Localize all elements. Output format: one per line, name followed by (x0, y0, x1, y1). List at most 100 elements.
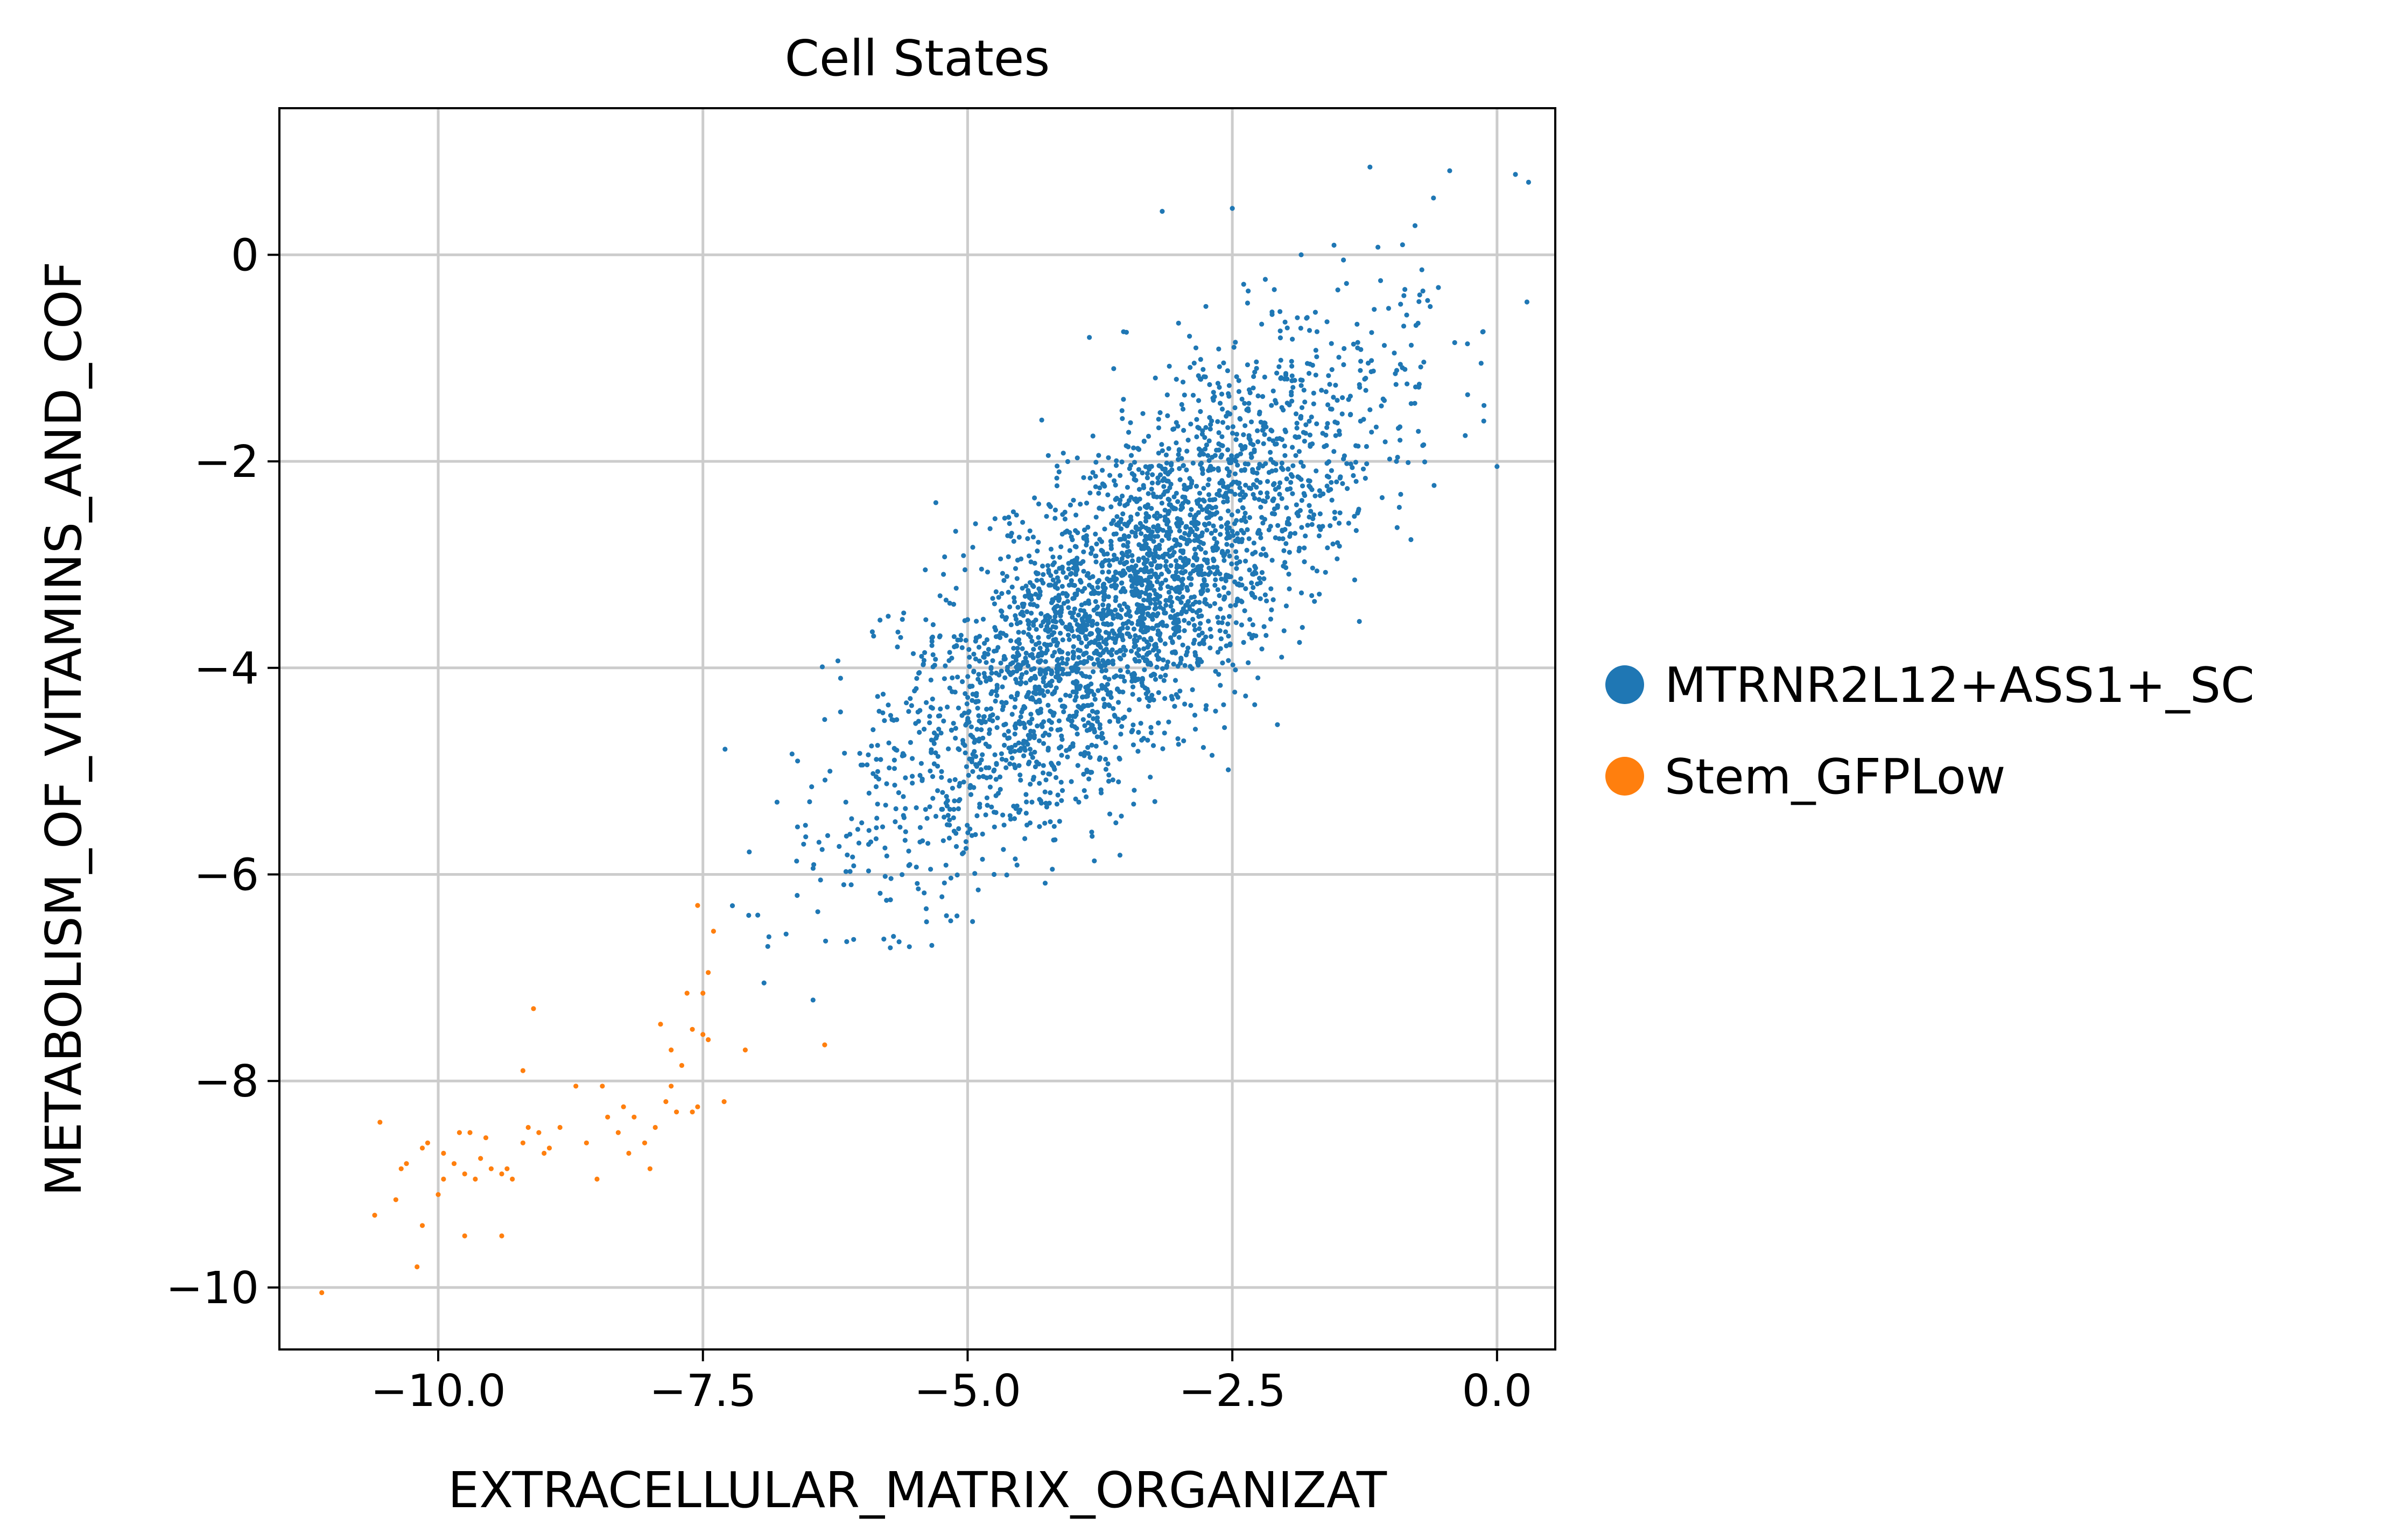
data-point (1145, 737, 1150, 743)
data-point (1314, 568, 1319, 574)
data-point (1354, 321, 1360, 327)
data-point (972, 737, 978, 743)
data-point (1084, 794, 1089, 799)
data-point (1351, 341, 1356, 347)
data-point (1134, 581, 1140, 587)
data-point (1050, 597, 1055, 602)
data-point (1078, 502, 1083, 507)
data-point (1214, 565, 1220, 570)
data-point (1207, 645, 1213, 651)
data-point (1056, 718, 1062, 723)
data-point (984, 775, 989, 780)
data-point (1363, 475, 1368, 481)
data-point (1057, 566, 1062, 571)
data-point (1011, 645, 1016, 651)
data-point (1154, 527, 1160, 532)
data-point (1097, 485, 1103, 491)
y-tick-label: −10 (166, 1263, 259, 1314)
data-point (909, 703, 914, 708)
data-point (1314, 354, 1319, 360)
data-point (1166, 536, 1171, 542)
data-point (1036, 501, 1042, 507)
data-point (1358, 418, 1363, 424)
data-point (1144, 652, 1149, 657)
data-point (914, 805, 919, 811)
data-point (1233, 437, 1239, 442)
data-point (1431, 483, 1437, 488)
data-point (1272, 287, 1277, 292)
data-point (1041, 676, 1046, 681)
data-point (929, 638, 935, 644)
data-point (882, 718, 887, 723)
data-point (1083, 685, 1089, 690)
data-point (921, 658, 926, 663)
data-point (1422, 459, 1428, 465)
data-point (875, 801, 880, 807)
data-point (1001, 578, 1007, 583)
data-point (1018, 714, 1023, 720)
data-point (978, 767, 984, 772)
data-point (1344, 281, 1349, 286)
data-point (1038, 800, 1044, 806)
data-point (1283, 372, 1289, 378)
data-point (1120, 674, 1126, 679)
data-point (1213, 504, 1218, 510)
data-point (1034, 760, 1040, 765)
data-point (1367, 164, 1373, 170)
data-point (1059, 733, 1064, 739)
data-point (1114, 496, 1119, 501)
data-point (1188, 702, 1194, 708)
data-point (979, 757, 984, 763)
data-point (1259, 321, 1265, 327)
data-point (1061, 709, 1066, 714)
data-point (1113, 820, 1119, 826)
data-point (1252, 595, 1258, 600)
data-point (1052, 604, 1058, 610)
data-point (1078, 561, 1084, 566)
data-point (1132, 787, 1137, 793)
data-point (1288, 472, 1294, 477)
data-point (1287, 550, 1292, 555)
data-point (1162, 551, 1168, 557)
data-point (823, 938, 829, 944)
data-point (1072, 714, 1078, 719)
x-tick-label: −7.5 (649, 1366, 756, 1417)
data-point (1013, 765, 1018, 770)
data-point (946, 746, 951, 751)
data-point (896, 790, 901, 796)
data-point (1105, 606, 1111, 611)
data-point (857, 751, 862, 756)
data-point (952, 798, 957, 804)
data-point (1331, 449, 1337, 454)
data-point (953, 735, 958, 741)
data-point (1110, 658, 1115, 664)
data-point (1034, 578, 1040, 583)
data-point (1048, 627, 1053, 632)
data-point (1148, 662, 1154, 667)
data-point (1028, 712, 1034, 717)
data-point (1218, 683, 1223, 688)
data-point (1176, 518, 1182, 523)
data-point (1265, 479, 1270, 484)
data-point (1099, 730, 1105, 736)
data-point (1230, 431, 1235, 436)
data-point (1348, 412, 1353, 417)
data-point (993, 670, 999, 676)
data-point (1188, 512, 1193, 518)
data-point (1160, 528, 1166, 533)
data-point (1213, 669, 1218, 674)
data-point (1155, 655, 1161, 660)
data-point (1003, 721, 1008, 727)
data-point (1201, 582, 1206, 588)
data-point (1108, 543, 1114, 548)
data-point (1308, 444, 1313, 449)
data-point (1294, 502, 1299, 508)
data-point (956, 826, 961, 832)
data-point (1014, 803, 1020, 808)
data-point (1127, 614, 1133, 619)
data-point (1261, 576, 1267, 581)
data-point (1116, 779, 1121, 785)
data-point (945, 704, 950, 710)
data-point (1131, 742, 1136, 748)
data-point (973, 754, 979, 759)
